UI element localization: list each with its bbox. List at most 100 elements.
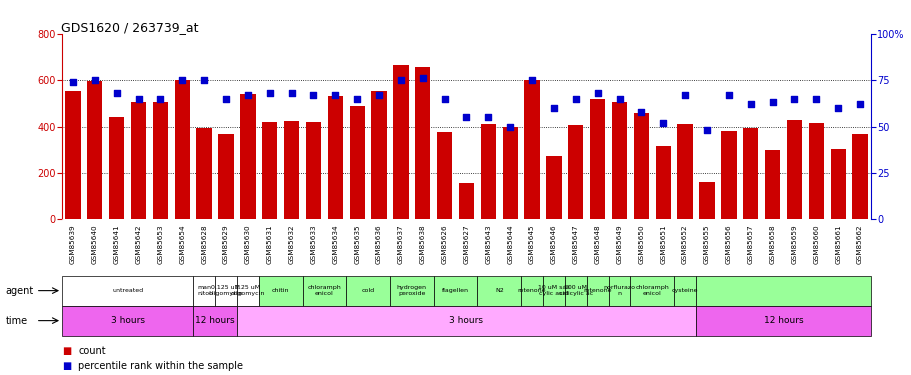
Text: GSM85644: GSM85644 (507, 224, 513, 264)
Bar (480, 124, 496, 219)
Bar (434, 276, 476, 306)
Bar (87, 81, 102, 219)
Text: count: count (78, 346, 106, 355)
Text: GDS1620 / 263739_at: GDS1620 / 263739_at (61, 21, 199, 34)
Point (808, 96, 823, 102)
Text: 12 hours: 12 hours (763, 316, 803, 325)
Bar (152, 102, 168, 219)
Text: man
nitol: man nitol (197, 285, 210, 296)
Bar (655, 146, 670, 219)
Bar (436, 132, 452, 219)
Bar (673, 276, 695, 306)
Bar (193, 306, 237, 336)
Point (655, 120, 670, 126)
Bar (302, 276, 346, 306)
Bar (349, 106, 364, 219)
Bar (564, 276, 586, 306)
Point (262, 90, 277, 96)
Bar (196, 128, 211, 219)
Point (677, 92, 691, 98)
Text: GSM85646: GSM85646 (550, 224, 557, 264)
Text: time: time (5, 316, 27, 326)
Text: rotenone: rotenone (517, 288, 546, 293)
Point (109, 90, 124, 96)
Bar (852, 134, 866, 219)
Bar (415, 68, 430, 219)
Text: GSM85634: GSM85634 (332, 224, 338, 264)
Point (219, 96, 233, 102)
Text: GSM85628: GSM85628 (201, 224, 207, 264)
Text: GSM85652: GSM85652 (681, 224, 688, 264)
Text: untreated: untreated (112, 288, 143, 293)
Bar (390, 276, 434, 306)
Bar (611, 102, 627, 219)
Text: GSM85650: GSM85650 (638, 224, 644, 264)
Text: 3 hours: 3 hours (110, 316, 145, 325)
Text: chloramph
enicol: chloramph enicol (307, 285, 341, 296)
Bar (218, 134, 233, 219)
Text: GSM85660: GSM85660 (813, 224, 818, 264)
Bar (808, 123, 823, 219)
Bar (109, 117, 124, 219)
Text: GSM85641: GSM85641 (114, 224, 119, 264)
Point (394, 77, 408, 83)
Text: GSM85659: GSM85659 (791, 224, 796, 264)
Bar (237, 276, 259, 306)
Point (306, 92, 321, 98)
Bar (695, 306, 870, 336)
Text: GSM85656: GSM85656 (725, 224, 731, 264)
Text: norflurazo
n: norflurazo n (603, 285, 635, 296)
Text: ■: ■ (62, 361, 71, 370)
Text: cysteine: cysteine (671, 288, 698, 293)
Text: 1.25 uM
oligomycin: 1.25 uM oligomycin (230, 285, 265, 296)
Bar (630, 276, 673, 306)
Point (197, 77, 211, 83)
Point (546, 105, 560, 111)
Point (437, 96, 452, 102)
Text: GSM85632: GSM85632 (288, 224, 294, 264)
Text: GSM85658: GSM85658 (769, 224, 774, 264)
Point (480, 114, 495, 120)
Text: GSM85645: GSM85645 (528, 224, 535, 264)
Text: cold: cold (361, 288, 374, 293)
Point (350, 96, 364, 102)
Text: 0.125 uM
oligomycin: 0.125 uM oligomycin (209, 285, 243, 296)
Text: GSM85649: GSM85649 (616, 224, 622, 264)
Bar (699, 182, 714, 219)
Bar (524, 80, 539, 219)
Text: hydrogen
peroxide: hydrogen peroxide (396, 285, 426, 296)
Bar (62, 306, 193, 336)
Text: GSM85643: GSM85643 (485, 224, 491, 264)
Bar (259, 276, 302, 306)
Point (87, 77, 102, 83)
Point (459, 114, 474, 120)
Point (372, 92, 386, 98)
Text: N2: N2 (495, 288, 503, 293)
Text: GSM85626: GSM85626 (441, 224, 447, 264)
Text: GSM85661: GSM85661 (834, 224, 840, 264)
Point (830, 105, 844, 111)
Bar (131, 102, 146, 219)
Point (175, 77, 189, 83)
Point (568, 96, 582, 102)
Bar (633, 112, 649, 219)
Text: GSM85638: GSM85638 (419, 224, 425, 264)
Text: GSM85662: GSM85662 (856, 224, 862, 264)
Bar (371, 91, 386, 219)
Bar (66, 91, 80, 219)
Text: GSM85629: GSM85629 (223, 224, 229, 264)
Text: 100 uM
salicylic ac: 100 uM salicylic ac (558, 285, 592, 296)
Point (66, 79, 80, 85)
Text: GSM85635: GSM85635 (353, 224, 360, 264)
Text: agent: agent (5, 286, 34, 296)
Text: GSM85647: GSM85647 (572, 224, 578, 264)
Bar (742, 128, 758, 219)
Text: rotenone: rotenone (583, 288, 611, 293)
Bar (586, 276, 608, 306)
Point (611, 96, 626, 102)
Text: GSM85633: GSM85633 (310, 224, 316, 264)
Bar (237, 306, 695, 336)
Text: chloramph
enicol: chloramph enicol (635, 285, 669, 296)
Bar (589, 99, 605, 219)
Text: GSM85654: GSM85654 (179, 224, 185, 264)
